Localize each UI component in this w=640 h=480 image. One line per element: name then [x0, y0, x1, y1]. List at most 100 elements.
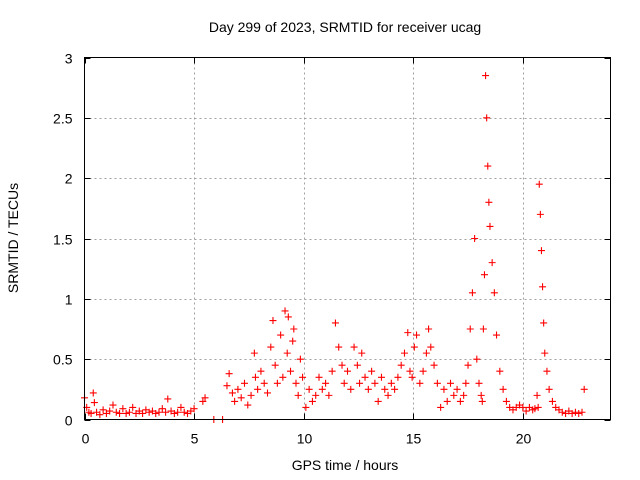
- data-point: [433, 379, 441, 387]
- data-point: [387, 379, 395, 387]
- data-point: [541, 349, 549, 357]
- data-point: [279, 373, 287, 381]
- data-point: [422, 349, 430, 357]
- data-point: [90, 399, 98, 407]
- data-point: [152, 409, 160, 417]
- data-point: [289, 337, 297, 345]
- y-tick-labels: 0 0.5 1 1.5 2 2.5 3: [53, 51, 73, 429]
- data-point: [364, 385, 372, 393]
- data-point: [162, 408, 170, 416]
- data-point: [106, 407, 114, 415]
- data-point: [283, 349, 291, 357]
- data-point: [174, 408, 182, 416]
- data-point: [462, 379, 470, 387]
- data-point: [416, 379, 424, 387]
- x-axis-label: GPS time / hours: [292, 457, 399, 473]
- y-tick-label: 3: [65, 51, 73, 67]
- data-point: [539, 283, 547, 291]
- plot-frame: [84, 57, 611, 420]
- data-point: [478, 397, 486, 405]
- data-point: [271, 361, 279, 369]
- data-point: [456, 397, 464, 405]
- data-point: [228, 389, 236, 397]
- data-point: [575, 409, 583, 417]
- data-point: [391, 385, 399, 393]
- data-point: [381, 385, 389, 393]
- y-tick-label: 1.5: [53, 232, 73, 248]
- data-point: [180, 408, 188, 416]
- x-tick-label: 10: [297, 431, 313, 447]
- data-point: [473, 355, 481, 363]
- data-point: [477, 391, 485, 399]
- data-point: [493, 331, 501, 339]
- data-point: [490, 289, 498, 297]
- data-point: [299, 373, 307, 381]
- data-point: [410, 343, 418, 351]
- data-point: [290, 325, 298, 333]
- grid: [84, 57, 611, 420]
- data-point: [269, 317, 277, 325]
- data-point: [531, 405, 539, 413]
- data-point: [145, 408, 153, 416]
- y-tick-label: 1: [65, 292, 73, 308]
- data-point: [254, 385, 262, 393]
- data-point: [580, 385, 588, 393]
- data-point: [308, 397, 316, 405]
- data-point: [408, 373, 416, 381]
- data-point: [482, 72, 490, 80]
- data-point: [484, 162, 492, 170]
- data-point: [99, 406, 107, 414]
- data-point: [519, 403, 527, 411]
- data-point: [331, 319, 339, 327]
- data-point: [190, 405, 198, 413]
- data-point: [427, 343, 435, 351]
- data-point: [89, 389, 97, 397]
- data-point: [244, 401, 252, 409]
- data-point: [223, 382, 231, 390]
- data-point: [502, 397, 510, 405]
- data-point: [460, 391, 468, 399]
- data-point: [447, 379, 455, 387]
- data-point: [536, 210, 544, 218]
- data-point: [257, 367, 265, 375]
- data-point: [534, 403, 542, 411]
- data-point: [251, 373, 259, 381]
- x-tick-label: 0: [82, 431, 90, 447]
- data-point: [479, 325, 487, 333]
- data-point: [371, 379, 379, 387]
- data-point: [338, 361, 346, 369]
- data-point: [394, 373, 402, 381]
- data-point: [464, 361, 472, 369]
- data-point: [177, 403, 185, 411]
- data-point: [96, 411, 104, 419]
- data-point: [350, 343, 358, 351]
- data-point: [425, 325, 433, 333]
- data-point: [533, 391, 541, 399]
- data-point: [347, 385, 355, 393]
- data-point: [471, 235, 479, 242]
- data-point: [443, 397, 451, 405]
- data-point: [158, 405, 166, 413]
- data-point: [430, 361, 438, 369]
- data-point: [260, 379, 268, 387]
- data-point: [322, 379, 330, 387]
- data-point: [312, 391, 320, 399]
- data-point: [325, 391, 333, 399]
- data-point: [522, 407, 530, 415]
- x-tick-label: 5: [191, 431, 199, 447]
- data-point: [413, 331, 421, 339]
- y-tick-label: 2.5: [53, 111, 73, 127]
- data-point: [358, 349, 366, 357]
- data-point: [496, 367, 504, 375]
- data-point: [374, 397, 382, 405]
- y-tick-label: 0: [65, 413, 73, 429]
- data-point: [129, 403, 137, 411]
- y-tick-label: 2: [65, 171, 73, 187]
- data-point: [225, 370, 233, 378]
- data-point: [292, 379, 300, 387]
- data-point: [119, 405, 127, 413]
- y-tick-label: 0.5: [53, 352, 73, 368]
- data-point: [112, 408, 120, 416]
- x-tick-label: 15: [406, 431, 422, 447]
